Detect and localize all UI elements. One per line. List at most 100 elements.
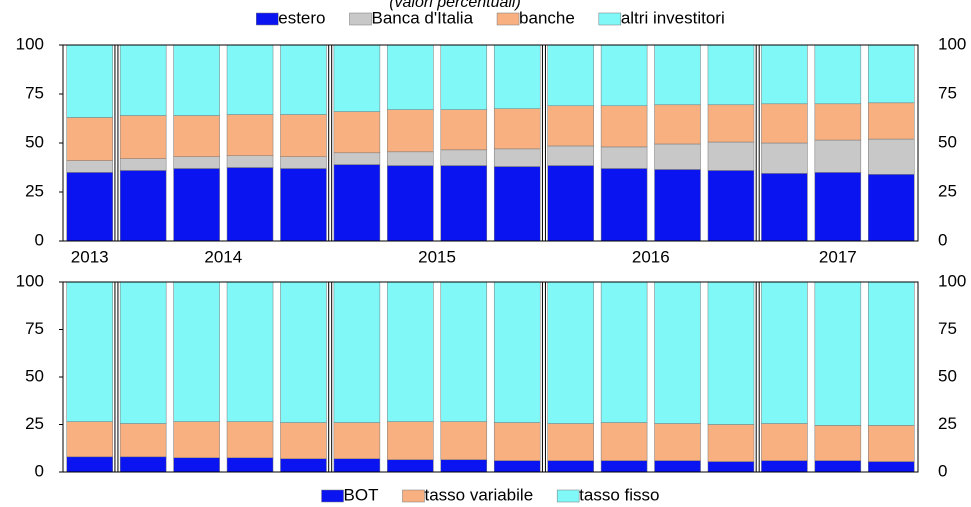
bar-segment <box>387 421 434 460</box>
bar-segment <box>66 456 113 473</box>
y-tick-label: 50 <box>25 366 44 385</box>
bar-segment <box>280 44 327 115</box>
legend-label: banche <box>519 8 575 27</box>
y-tick-label: 75 <box>25 83 44 102</box>
bar-segment <box>493 460 541 473</box>
y2-tick-label: 50 <box>938 132 957 151</box>
bar-segment <box>173 44 220 116</box>
bar-segment <box>761 460 808 473</box>
x-group-label: 2014 <box>204 247 242 266</box>
bar-segment <box>707 141 755 171</box>
bar-segment <box>280 168 327 242</box>
bar-segment <box>814 172 862 242</box>
bar-segment <box>761 142 808 174</box>
y2-tick-label: 0 <box>938 461 947 480</box>
y-tick-label: 100 <box>16 271 44 290</box>
y2-tick-label: 25 <box>938 414 957 433</box>
bar-segment <box>761 103 808 144</box>
bar-segment <box>333 152 381 165</box>
legend-swatch <box>556 489 580 503</box>
bar-segment <box>654 143 701 170</box>
bar-segment <box>600 281 648 423</box>
legend-swatch <box>321 489 344 503</box>
bar-segment <box>119 456 167 473</box>
y-tick-label: 0 <box>35 230 44 249</box>
bar-segment <box>440 44 488 110</box>
legend-swatch <box>349 12 372 26</box>
x-group-label: 2015 <box>418 247 456 266</box>
bar-segment <box>226 167 274 242</box>
y2-tick-label: 100 <box>938 34 966 53</box>
bar-segment <box>761 423 808 461</box>
legend-swatch <box>402 489 425 503</box>
bar-segment <box>600 460 648 473</box>
bar-segment <box>226 44 274 115</box>
bar-segment <box>868 174 915 242</box>
bar-segment <box>600 168 648 242</box>
bar-segment <box>547 145 594 166</box>
bar-segment <box>493 108 541 150</box>
legend-label: tasso variabile <box>424 485 533 504</box>
bar-segment <box>493 148 541 167</box>
bar-segment <box>654 423 701 461</box>
x-group-label: 2016 <box>632 247 670 266</box>
bar-segment <box>868 102 915 140</box>
bar-segment <box>333 458 381 473</box>
legend-swatch <box>496 12 520 26</box>
legend-label: tasso fisso <box>579 485 659 504</box>
bar-segment <box>440 281 488 422</box>
x-group-label: 2017 <box>819 247 857 266</box>
bar-segment <box>868 425 915 462</box>
bar-segment <box>119 115 167 159</box>
bar-segment <box>119 423 167 458</box>
bar-segment <box>173 281 220 422</box>
bar-segment <box>814 425 862 461</box>
plot-frame <box>62 281 919 473</box>
bar-segment <box>333 111 381 154</box>
bar-segment <box>868 281 915 426</box>
bar-segment <box>280 281 327 423</box>
y-tick-label: 100 <box>16 34 44 53</box>
y2-tick-label: 0 <box>938 230 947 249</box>
bar-segment <box>333 164 381 242</box>
legend-label: estero <box>278 8 325 27</box>
bar-segment <box>493 44 541 109</box>
bar-segment <box>654 460 701 473</box>
bar-segment <box>226 421 274 458</box>
y-tick-label: 50 <box>25 132 44 151</box>
legend-swatch <box>256 12 279 26</box>
x-group-label: 2013 <box>71 247 109 266</box>
bar-segment <box>440 149 488 166</box>
bar-segment <box>66 160 113 173</box>
bar-segment <box>493 422 541 461</box>
bar-segment <box>600 146 648 169</box>
bar-segment <box>440 459 488 473</box>
bar-segment <box>814 139 862 173</box>
bar-segment <box>547 281 594 424</box>
bar-segment <box>226 457 274 473</box>
legend-label: Banca d'Italia <box>372 8 474 27</box>
y2-tick-label: 50 <box>938 366 957 385</box>
bar-segment <box>868 44 915 104</box>
bar-segment <box>493 281 541 423</box>
y2-tick-label: 100 <box>938 271 966 290</box>
bar-segment <box>868 138 915 175</box>
bar-segment <box>547 165 594 242</box>
bar-segment <box>493 166 541 242</box>
bar-segment <box>547 44 594 107</box>
bar-segment <box>119 158 167 171</box>
bar-segment <box>440 421 488 460</box>
bar-segment <box>387 459 434 473</box>
bar-segment <box>66 281 113 422</box>
y2-tick-label: 25 <box>938 181 957 200</box>
bar-segment <box>547 460 594 473</box>
y2-tick-label: 75 <box>938 319 957 338</box>
y-tick-label: 25 <box>25 181 44 200</box>
bar-segment <box>547 105 594 147</box>
bar-segment <box>440 165 488 242</box>
bar-segment <box>440 109 488 151</box>
bar-segment <box>280 422 327 459</box>
bar-segment <box>387 44 434 110</box>
bar-segment <box>66 172 113 242</box>
y-tick-label: 0 <box>35 461 44 480</box>
